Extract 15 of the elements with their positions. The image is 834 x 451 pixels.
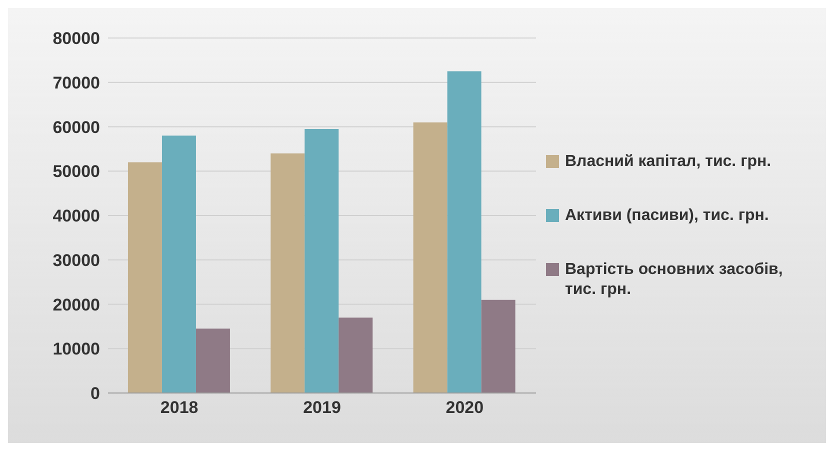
x-tick-label: 2018 [160,398,198,418]
y-tick-label: 80000 [52,29,100,48]
y-tick-label: 10000 [52,340,100,359]
y-tick-label: 30000 [52,250,100,270]
y-tick-label: 40000 [52,206,100,226]
x-tick-label: 2019 [303,398,341,418]
y-tick-label: 70000 [52,73,100,92]
legend-label: Активи (пасиви), тис. грн. [565,206,769,226]
y-tick-label: 60000 [52,118,100,137]
y-tick-label: 0 [90,384,100,404]
legend-label: Власний капітал, тис. грн. [565,152,772,172]
y-tick-label: 20000 [52,295,100,314]
legend-label: Вартість основних засобів, тис. грн. [565,260,784,300]
x-tick-label: 2020 [446,398,484,418]
y-tick-label: 50000 [52,162,100,182]
